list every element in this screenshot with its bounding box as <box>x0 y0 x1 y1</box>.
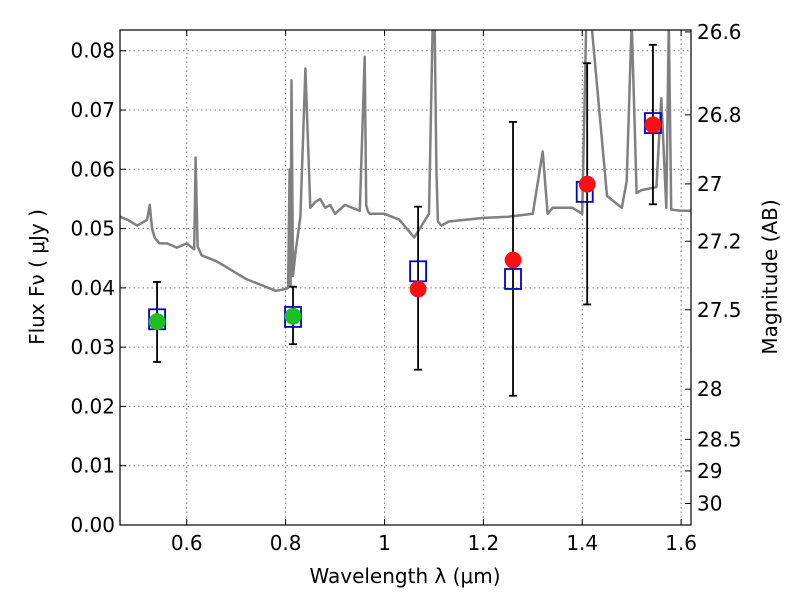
x-tick-label: 1.4 <box>566 531 598 555</box>
x-tick-label: 1 <box>378 531 391 555</box>
spectrum-line <box>120 30 691 293</box>
data-point <box>148 313 166 331</box>
mag-tick-label: 28 <box>697 377 722 401</box>
mag-tick-label: 26.8 <box>697 103 742 127</box>
mag-tick-label: 27.2 <box>697 229 742 253</box>
x-axis-title: Wavelength λ (μm) <box>309 564 500 588</box>
ticks <box>120 30 691 526</box>
mag-tick-label: 28.5 <box>697 427 742 451</box>
y-tick-label: 0.01 <box>70 454 115 478</box>
x-tick-label: 1.2 <box>467 531 499 555</box>
mag-tick-label: 27 <box>697 172 722 196</box>
plot-frame <box>119 29 692 526</box>
plot-area <box>120 30 691 397</box>
mag-tick-label: 26.6 <box>697 20 742 44</box>
x-tick-label: 1.6 <box>665 531 697 555</box>
model-square-marker <box>504 268 522 290</box>
y-tick-label: 0.04 <box>70 276 115 300</box>
x-tick-label: 0.6 <box>171 531 203 555</box>
y-tick-label: 0.05 <box>70 217 115 241</box>
tick-labels: 0.6 0.8 1 1.2 1.4 1.6 0.00 0.01 0.02 0.03 0.04 0.05… <box>70 20 741 555</box>
y-tick-label: 0.00 <box>70 513 115 537</box>
y-axis-title: Flux Fν ( μJy ) <box>25 209 49 345</box>
y-tick-label: 0.07 <box>70 98 115 122</box>
data-point <box>409 280 427 298</box>
data-point <box>644 116 662 134</box>
mag-tick-label: 27.5 <box>697 298 742 322</box>
data-point <box>578 175 596 193</box>
grid <box>120 30 691 526</box>
y-tick-label: 0.02 <box>70 394 115 418</box>
y-tick-label: 0.08 <box>70 39 115 63</box>
data-point <box>284 307 302 325</box>
y-tick-label: 0.03 <box>70 335 115 359</box>
mag-tick-label: 30 <box>697 491 722 515</box>
y-axis-right-title: Magnitude (AB) <box>758 199 782 354</box>
data-point <box>504 251 522 269</box>
x-tick-label: 0.8 <box>270 531 302 555</box>
mag-tick-label: 29 <box>697 459 722 483</box>
y-tick-label: 0.06 <box>70 157 115 181</box>
